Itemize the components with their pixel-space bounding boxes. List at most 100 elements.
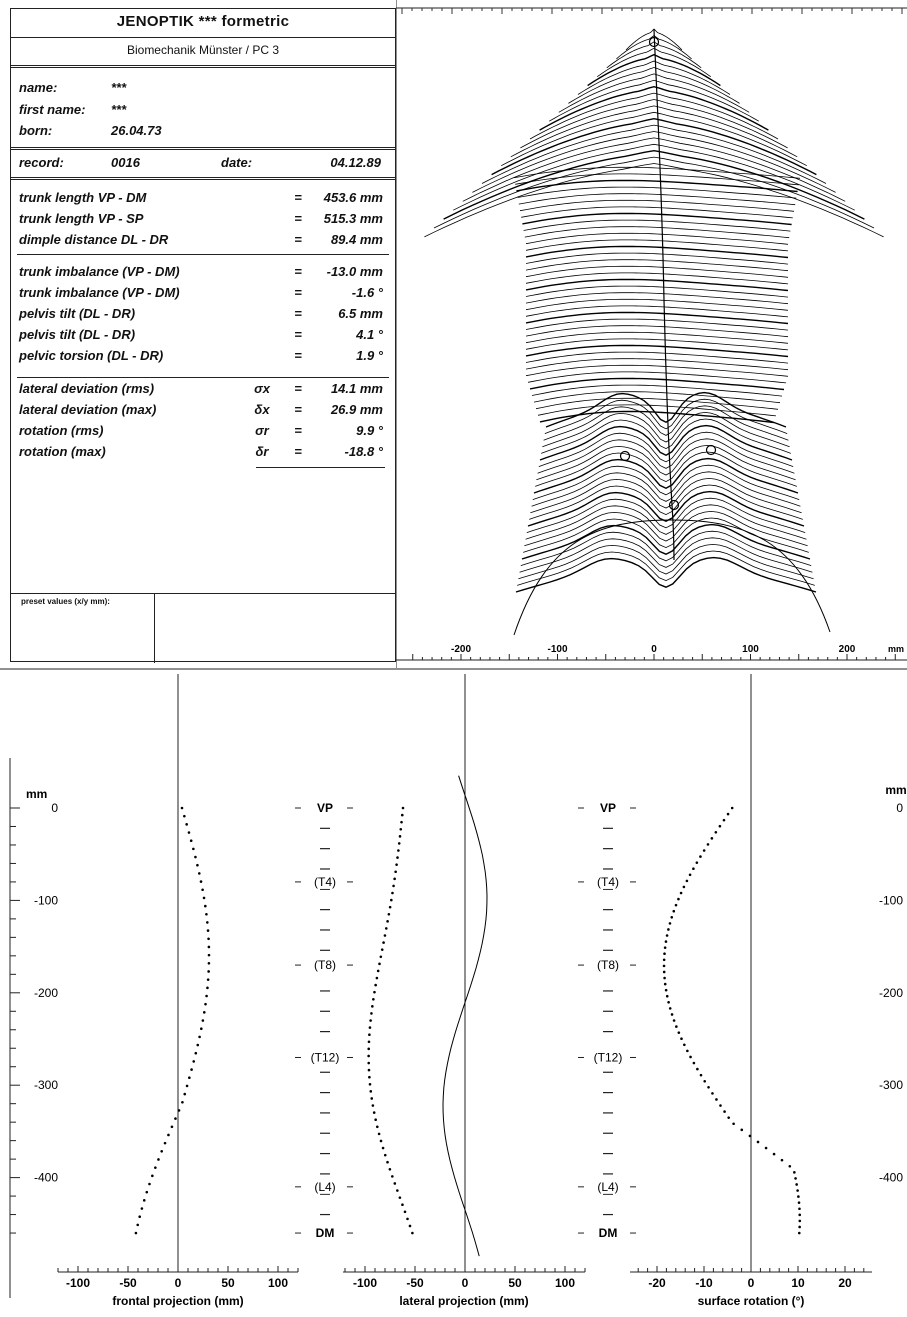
contour-line bbox=[517, 550, 815, 586]
contour-line bbox=[510, 105, 798, 158]
y-tick-label-right: -400 bbox=[879, 1171, 903, 1185]
profile-point bbox=[383, 1153, 387, 1157]
contour-line bbox=[525, 331, 789, 344]
x-axis-title: lateral projection (mm) bbox=[399, 1294, 528, 1308]
measurement-value: -18.8 ° bbox=[344, 444, 383, 459]
profile-point bbox=[798, 1219, 802, 1223]
vertebra-label: (L4) bbox=[314, 1180, 335, 1194]
profile-point bbox=[400, 820, 403, 824]
report-title: JENOPTIK *** formetric bbox=[116, 13, 290, 30]
profile-point bbox=[798, 1225, 801, 1229]
profile-point bbox=[388, 1167, 392, 1171]
contour-line bbox=[533, 457, 799, 494]
landmark-dr-marker bbox=[705, 444, 717, 456]
profile-point bbox=[398, 835, 402, 838]
profile-point bbox=[386, 920, 389, 923]
profile-point bbox=[392, 884, 395, 888]
measurement-value: 515.3 mm bbox=[323, 211, 383, 226]
profile-point bbox=[399, 827, 403, 831]
profile-point bbox=[367, 1061, 371, 1065]
profile-point bbox=[372, 1111, 376, 1114]
equals-sign: = bbox=[294, 381, 302, 396]
x-tick-label: 100 bbox=[268, 1276, 288, 1290]
contour-line bbox=[519, 199, 795, 212]
profile-point bbox=[692, 867, 695, 871]
profile-solid-curve bbox=[442, 775, 488, 1257]
contour-line bbox=[533, 391, 781, 404]
profile-point bbox=[374, 983, 377, 987]
measurement-symbol: σr bbox=[255, 423, 269, 438]
profile-point bbox=[167, 1133, 170, 1137]
profile-point bbox=[685, 879, 689, 883]
profile-point bbox=[367, 1068, 371, 1072]
vertebra-label-bg bbox=[301, 1177, 349, 1194]
measurement-symbol: σx bbox=[254, 381, 270, 396]
profile-point bbox=[192, 1060, 196, 1063]
profile-point bbox=[727, 1116, 730, 1119]
contour-line bbox=[515, 556, 817, 593]
contour-line bbox=[525, 285, 789, 298]
profile-point bbox=[711, 1092, 714, 1095]
profile-point bbox=[367, 1054, 370, 1058]
born-value: 26.04.73 bbox=[111, 123, 162, 138]
contour-line bbox=[625, 28, 683, 51]
contour-line bbox=[525, 358, 789, 371]
y-tick-label-right: -300 bbox=[879, 1078, 903, 1092]
profile-point bbox=[706, 843, 710, 846]
y-unit-label-left: mm bbox=[26, 787, 47, 801]
profile-point bbox=[188, 1076, 191, 1080]
profile-point bbox=[798, 1207, 801, 1211]
profile-point bbox=[369, 1090, 373, 1093]
date-value: 04.12.89 bbox=[330, 155, 381, 170]
contour-lines bbox=[424, 28, 884, 636]
profile-point bbox=[201, 888, 204, 892]
profile-point bbox=[662, 958, 666, 962]
contour-line bbox=[517, 186, 797, 199]
profile-point bbox=[677, 897, 680, 901]
profile-point bbox=[788, 1164, 792, 1168]
profile-point bbox=[185, 823, 188, 826]
vertebra-label-bg bbox=[301, 799, 349, 815]
profile-point bbox=[740, 1128, 744, 1132]
profile-point bbox=[382, 941, 385, 944]
profile-point bbox=[796, 1189, 799, 1192]
x-axis-title: frontal projection (mm) bbox=[112, 1294, 243, 1308]
contour-line bbox=[443, 149, 865, 220]
contour-line bbox=[522, 212, 792, 226]
x-tick-label: 10 bbox=[791, 1276, 805, 1290]
first-name-label: first name: bbox=[19, 102, 86, 117]
profile-point bbox=[394, 870, 397, 874]
contour-line bbox=[558, 73, 750, 113]
contour-line bbox=[577, 60, 731, 95]
profile-point bbox=[379, 955, 383, 959]
x-tick-label: -10 bbox=[695, 1276, 713, 1290]
measurement-value: 6.5 mm bbox=[338, 306, 383, 321]
profile-point bbox=[387, 912, 391, 916]
equals-sign: = bbox=[294, 232, 302, 247]
profile-point bbox=[772, 1152, 776, 1156]
contour-line bbox=[532, 464, 800, 500]
profile-point bbox=[672, 909, 676, 913]
contour-line bbox=[491, 117, 817, 176]
measurement-value: -1.6 ° bbox=[351, 285, 383, 300]
profile-point bbox=[764, 1146, 768, 1150]
contour-line bbox=[501, 111, 807, 167]
contour-line bbox=[520, 530, 812, 566]
profile-point bbox=[699, 1073, 703, 1077]
profile-point bbox=[368, 1033, 371, 1036]
profile-point bbox=[157, 1158, 160, 1161]
x-tick-label: -20 bbox=[648, 1276, 666, 1290]
profile-point bbox=[368, 1075, 371, 1079]
spine-midline bbox=[653, 29, 675, 561]
profile-point bbox=[714, 830, 718, 834]
contour-line bbox=[519, 537, 813, 573]
profile-point bbox=[797, 1231, 801, 1235]
profile-point bbox=[663, 976, 666, 980]
vertebra-label-bg bbox=[584, 956, 632, 973]
profile-point bbox=[390, 898, 393, 902]
equals-sign: = bbox=[294, 348, 302, 363]
measurement-label: pelvis tilt (DL - DR) bbox=[19, 306, 136, 321]
vertebra-label: DM bbox=[599, 1226, 618, 1240]
profile-point bbox=[664, 940, 668, 943]
profile-point bbox=[699, 855, 702, 858]
